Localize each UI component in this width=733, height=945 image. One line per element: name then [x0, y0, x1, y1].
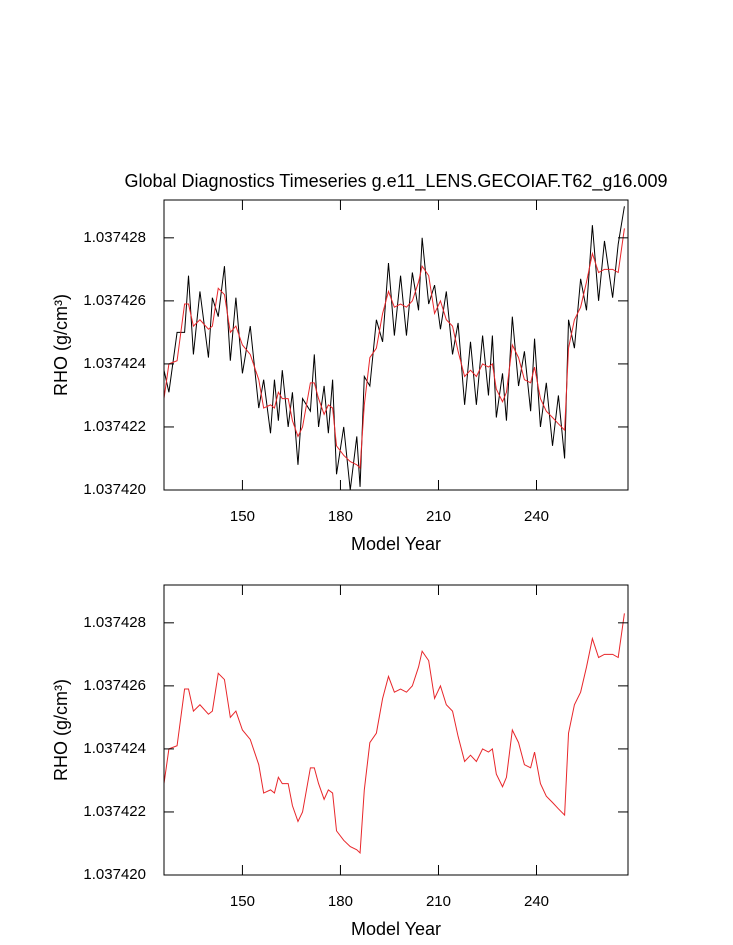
data-line [164, 206, 625, 490]
x-tick-label: 240 [524, 893, 549, 910]
y-tick-label: 1.037420 [83, 481, 146, 498]
x-tick-label: 210 [426, 893, 451, 910]
x-tick-label: 240 [524, 508, 549, 525]
y-tick-label: 1.037428 [83, 614, 146, 631]
x-tick-label: 210 [426, 508, 451, 525]
x-tick-label: 150 [230, 893, 255, 910]
y-tick-label: 1.037422 [83, 418, 146, 435]
chart-title: Global Diagnostics Timeseries g.e11_LENS… [125, 171, 668, 192]
y-tick-label: 1.037420 [83, 866, 146, 883]
y-tick-label: 1.037428 [83, 229, 146, 246]
x-tick-label: 180 [328, 508, 353, 525]
y-tick-label: 1.037426 [83, 677, 146, 694]
y-tick-label: 1.037426 [83, 292, 146, 309]
plot-frame [163, 199, 629, 491]
y-axis-title: RHO (g/cm³) [51, 294, 71, 396]
data-line [164, 228, 625, 470]
x-tick-label: 180 [328, 893, 353, 910]
plot-frame [163, 584, 629, 876]
y-axis-title: RHO (g/cm³) [51, 679, 71, 781]
x-axis-title: Model Year [351, 919, 441, 939]
data-line [164, 613, 625, 855]
y-tick-label: 1.037422 [83, 803, 146, 820]
x-tick-label: 150 [230, 508, 255, 525]
y-tick-label: 1.037424 [83, 740, 146, 757]
x-axis-title: Model Year [351, 534, 441, 554]
y-tick-label: 1.037424 [83, 355, 146, 372]
